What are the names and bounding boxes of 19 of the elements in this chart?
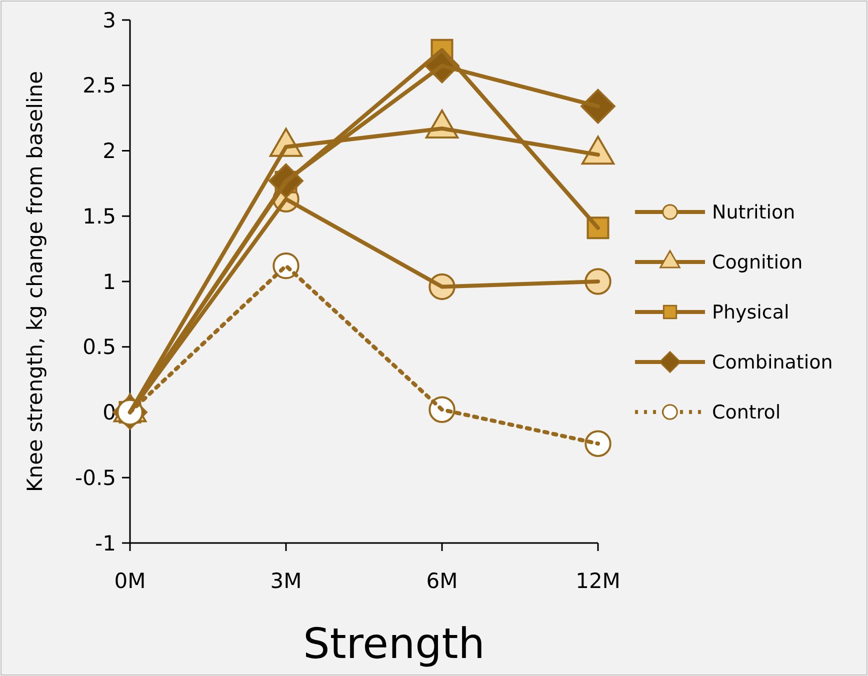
legend-label: Nutrition xyxy=(712,202,796,224)
legend-label: Control xyxy=(712,402,781,424)
y-tick-label: 0.5 xyxy=(82,335,116,360)
y-axis-title: Knee strength, kg change from baseline xyxy=(23,70,47,492)
legend-label: Combination xyxy=(712,352,833,374)
y-tick-label: 2 xyxy=(102,139,116,164)
x-tick-label: 3M xyxy=(270,569,302,593)
legend-label: Cognition xyxy=(712,252,803,274)
y-tick-label: 2.5 xyxy=(82,74,116,98)
x-tick-label: 0M xyxy=(114,569,146,593)
y-tick-label: -0.5 xyxy=(75,466,116,490)
y-tick-label: -1 xyxy=(95,531,116,556)
x-tick-label: 6M xyxy=(426,569,458,593)
y-tick-label: 1 xyxy=(102,270,116,294)
x-axis-title: Strength xyxy=(303,619,485,668)
legend-label: Physical xyxy=(712,302,790,324)
x-tick-label: 12M xyxy=(576,569,620,593)
y-tick-label: 1.5 xyxy=(82,204,116,228)
y-tick-label: 3 xyxy=(102,8,116,32)
